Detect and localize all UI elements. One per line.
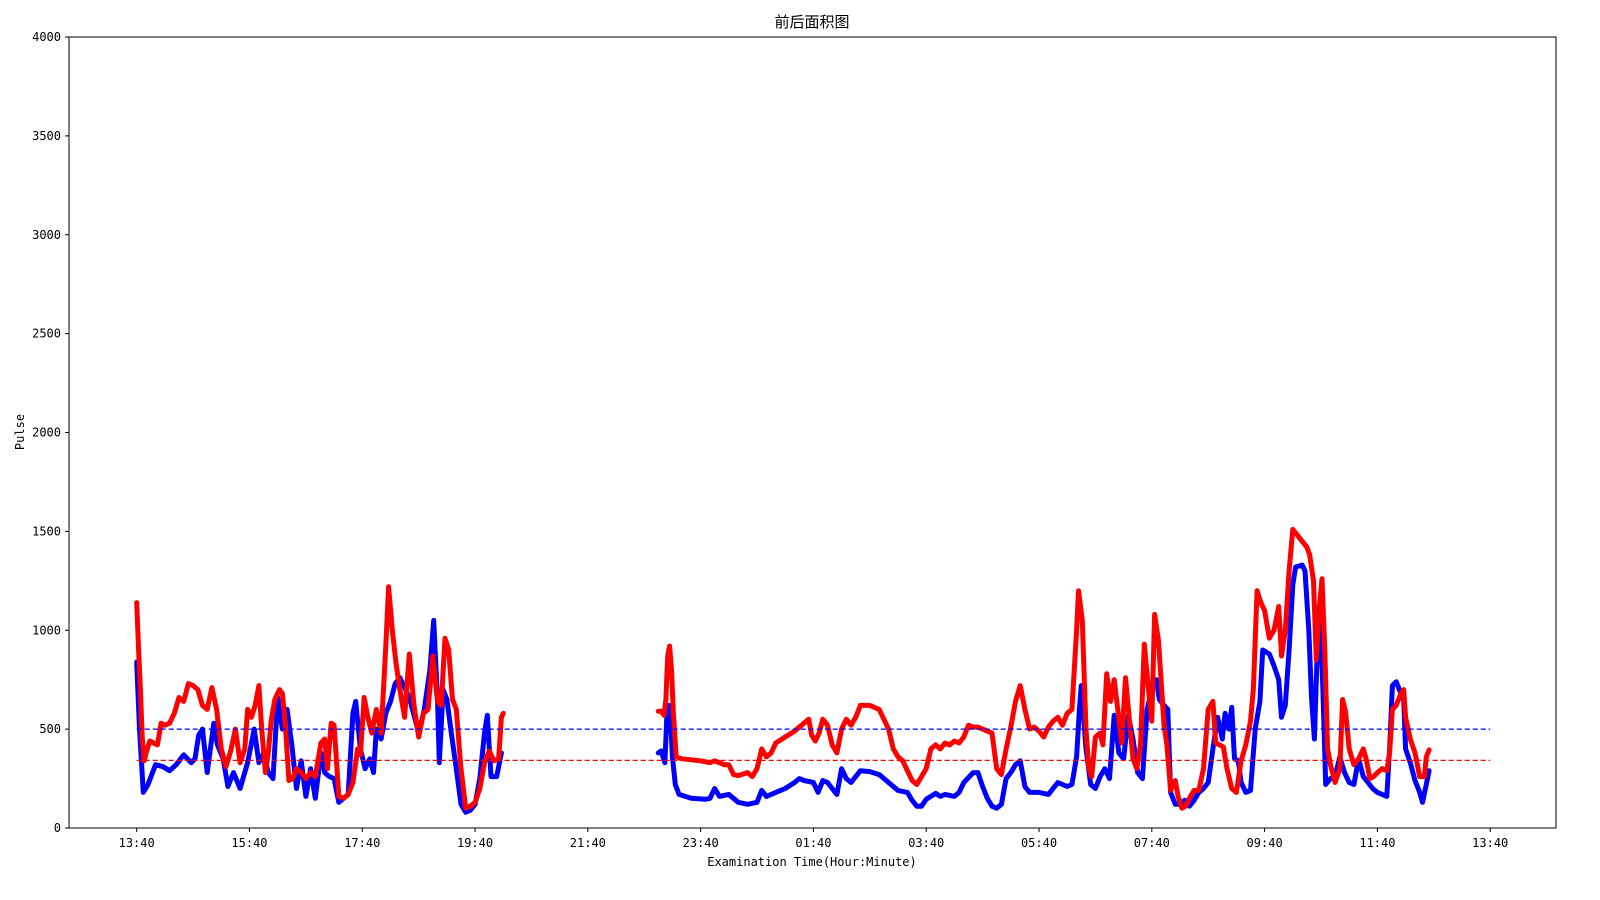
x-tick-label-12: 13:40: [1472, 836, 1508, 850]
x-tick-label-6: 01:40: [795, 836, 831, 850]
y-tick-label-1: 500: [39, 722, 61, 736]
x-tick-label-10: 09:40: [1247, 836, 1283, 850]
y-tick-label-4: 2000: [32, 426, 61, 440]
y-tick-label-5: 2500: [32, 327, 61, 341]
x-tick-label-9: 07:40: [1134, 836, 1170, 850]
y-tick-label-6: 3000: [32, 228, 61, 242]
y-tick-label-3: 1500: [32, 524, 61, 538]
y-axis-label: Pulse: [13, 414, 27, 450]
y-tick-label-2: 1000: [32, 623, 61, 637]
series-1-line-segment-0: [134, 584, 506, 811]
series-1-line-segment-1: [655, 526, 1432, 811]
chart-title: 前后面积图: [774, 13, 849, 31]
series-0-line-segment-0: [134, 617, 504, 815]
x-tick-label-2: 17:40: [344, 836, 380, 850]
y-tick-label-7: 3500: [32, 129, 61, 143]
y-axis: 0 500 1000 1500 2000 2500 3000 3500 4000: [32, 30, 69, 835]
x-axis: 13:40 15:40 17:40 19:40 21:40 23:40 01:40 03:40…: [119, 828, 1508, 850]
x-tick-label-8: 05:40: [1021, 836, 1057, 850]
x-axis-label: Examination Time(Hour:Minute): [707, 855, 917, 869]
series-0-line-segment-1: [655, 562, 1432, 811]
plot-content: [134, 526, 1491, 815]
x-tick-label-5: 23:40: [683, 836, 719, 850]
x-tick-label-0: 13:40: [119, 836, 155, 850]
x-tick-label-3: 19:40: [457, 836, 493, 850]
y-tick-label-0: 0: [54, 821, 61, 835]
x-tick-label-7: 03:40: [908, 836, 944, 850]
plot-frame: [68, 36, 1557, 829]
y-tick-label-8: 4000: [32, 30, 61, 44]
x-tick-label-1: 15:40: [231, 836, 267, 850]
x-tick-label-4: 21:40: [570, 836, 606, 850]
x-tick-label-11: 11:40: [1359, 836, 1395, 850]
